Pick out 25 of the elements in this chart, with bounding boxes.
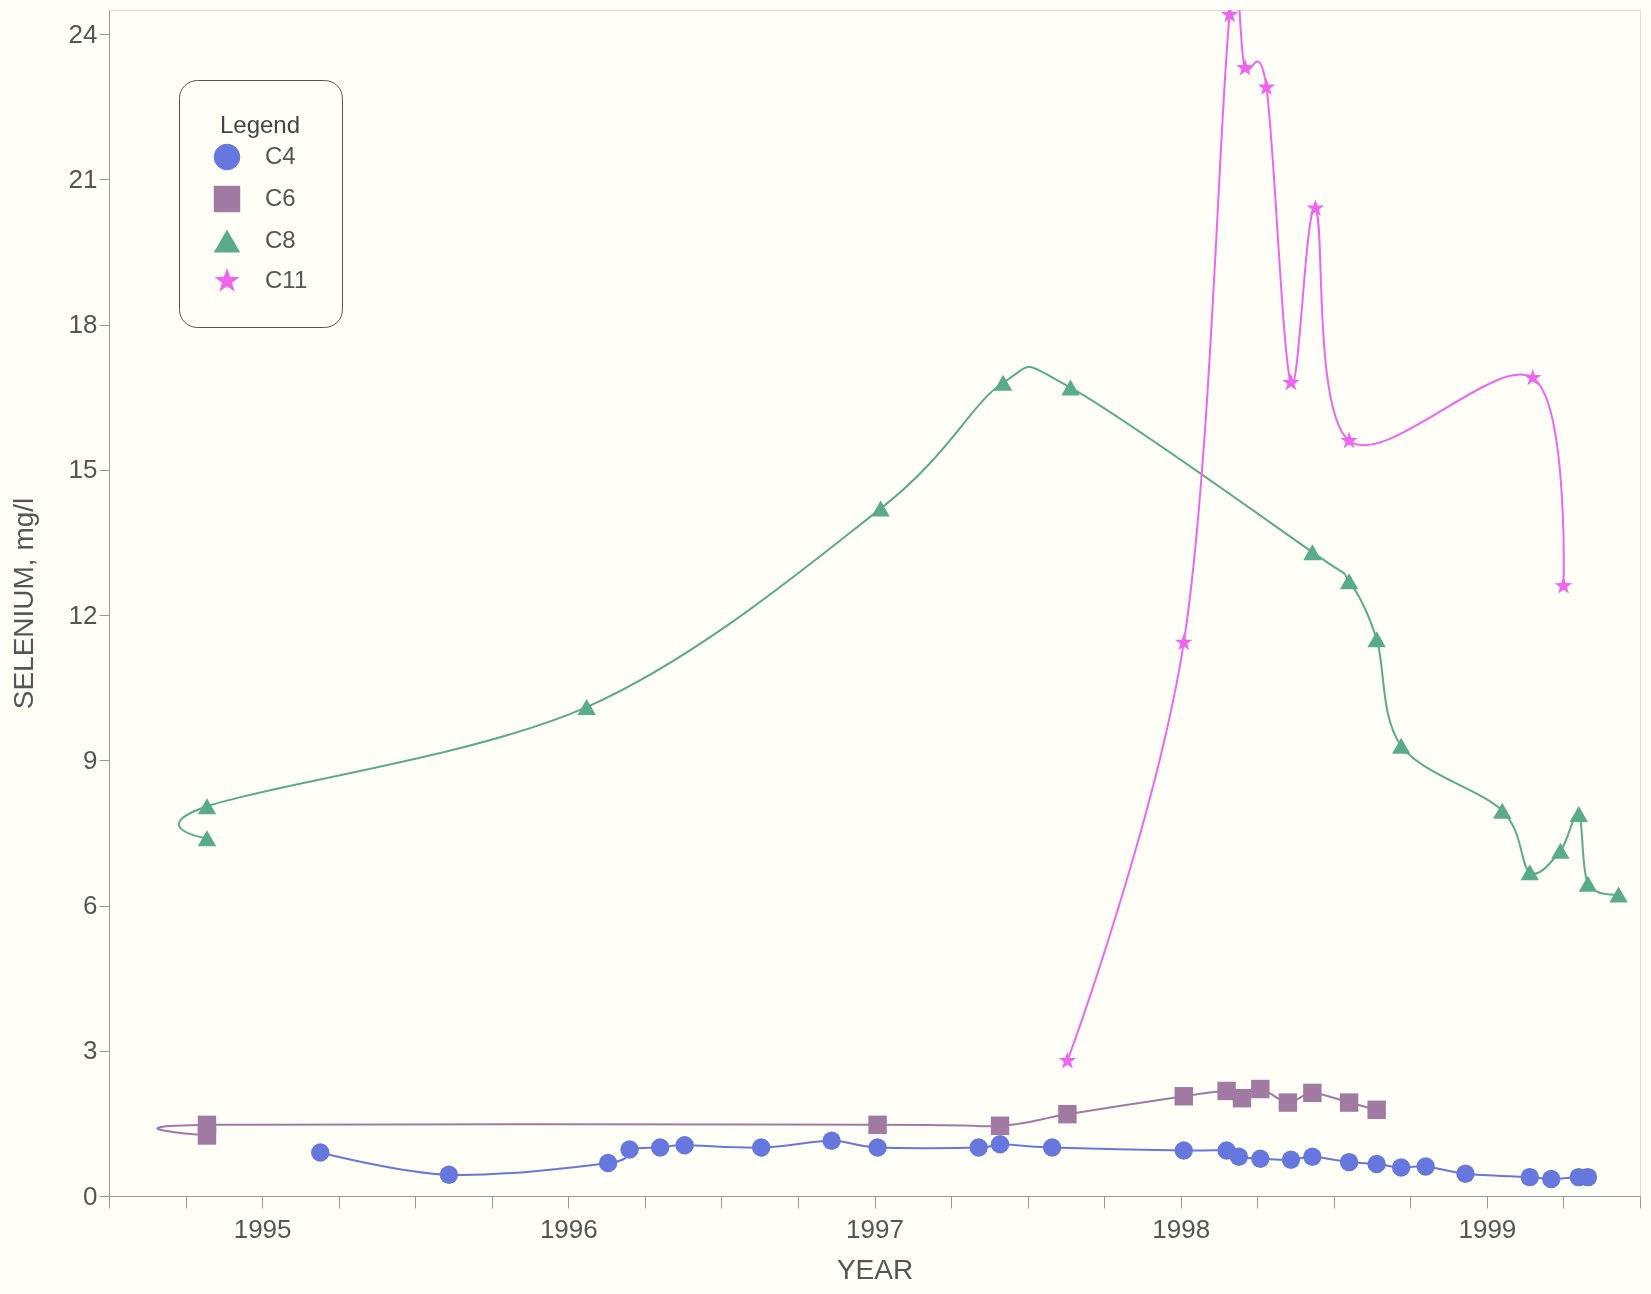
legend-label: C6	[265, 184, 296, 211]
y-tick-label: 12	[68, 599, 98, 630]
x-tick-label: 1996	[539, 1213, 598, 1244]
y-tick-label: 9	[83, 744, 98, 775]
x-tick-label: 1999	[1458, 1213, 1517, 1244]
y-tick-label: 6	[83, 890, 98, 921]
y-tick-label: 24	[68, 18, 98, 49]
legend-label: C11	[265, 266, 308, 293]
x-tick-label: 1995	[233, 1213, 292, 1244]
point	[311, 1143, 330, 1162]
point	[1367, 1100, 1386, 1120]
y-axis-title: SELENIUM, mg/l	[7, 497, 39, 710]
x-axis-title: YEAR	[836, 1253, 914, 1285]
point	[1058, 1051, 1077, 1069]
y-tick-label: 0	[83, 1180, 98, 1211]
y-tick-label: 15	[68, 454, 98, 485]
y-tick-label: 21	[68, 163, 98, 194]
legend-label: C8	[265, 226, 296, 253]
legend-label: C4	[265, 142, 296, 169]
x-tick-label: 1998	[1152, 1213, 1211, 1244]
y-tick-label: 3	[83, 1035, 98, 1066]
x-tick-label: 1997	[846, 1213, 904, 1244]
point	[197, 830, 217, 847]
y-tick-label: 18	[68, 309, 98, 340]
legend-title: Legend	[219, 111, 301, 138]
